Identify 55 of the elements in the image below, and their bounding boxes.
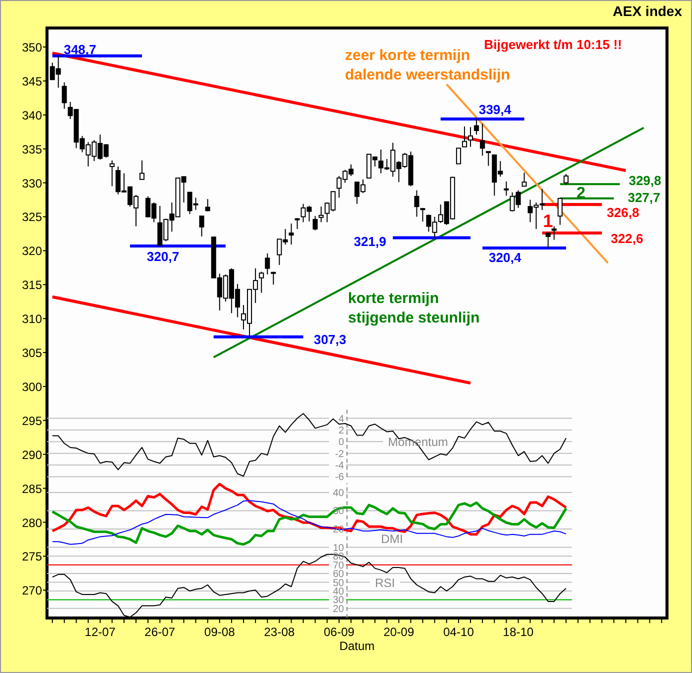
annotation: 321,9 (354, 234, 386, 249)
y-tick-label: 40 (332, 488, 344, 499)
y-tick-label: -6 (335, 472, 344, 484)
x-tick-label: 20-09 (383, 625, 414, 639)
annotation: 329,8 (628, 173, 662, 188)
chart-title: AEX index (612, 3, 682, 19)
y-tick-label: 40 (332, 586, 344, 598)
annotation: korte termijn stijgende steunlijn (348, 290, 480, 326)
text: RSI (374, 576, 396, 590)
y-tick-label: 280 (22, 516, 42, 530)
y-tick-label: -4 (335, 460, 344, 472)
y-tick-label: 285 (22, 482, 42, 496)
annotation: 348,7 (64, 42, 96, 57)
y-tick-label: 20 (332, 604, 344, 615)
y-tick-label: 340 (22, 108, 42, 122)
annotation: 327,7 (628, 190, 660, 205)
y-tick-label: 270 (22, 584, 42, 598)
y-tick-label: 50 (332, 578, 344, 589)
annotation: 326,8 (606, 205, 640, 220)
y-tick-label: 300 (22, 380, 42, 394)
annotation: 1 (542, 211, 554, 231)
y-tick-label: 2 (338, 425, 344, 436)
y-tick-label: 305 (22, 346, 42, 360)
x-tick-label: 12-07 (84, 625, 116, 639)
y-tick-label: 290 (22, 448, 42, 462)
x-tick-label: 26-07 (144, 625, 176, 639)
x-tick-label: 06-09 (324, 625, 355, 639)
y-tick-label: 350 (22, 40, 42, 55)
y-tick-label: 275 (22, 550, 42, 564)
x-tick-label: 23-08 (264, 625, 296, 639)
y-tick-label: -2 (335, 448, 344, 460)
text: DMI (381, 532, 403, 546)
y-tick-label: 60 (332, 569, 344, 580)
y-tick-label: 0 (338, 437, 344, 448)
x-tick-label: 09-08 (204, 625, 236, 639)
y-tick-label: 315 (22, 278, 42, 292)
x-tick-label: 18-10 (502, 625, 534, 639)
y-tick-label: 310 (22, 312, 42, 326)
y-tick-label: 70 (332, 560, 344, 572)
y-tick-label: 320 (22, 244, 42, 258)
annotation: 320,7 (146, 249, 180, 264)
y-tick-label: 295 (22, 414, 42, 428)
y-tick-label: 10 (332, 542, 344, 554)
annotation: 339,4 (478, 102, 512, 117)
annotation: 322,6 (610, 231, 644, 246)
y-tick-label: 345 (22, 74, 42, 88)
x-axis-title: Datum (339, 639, 375, 653)
y-tick-label: 325 (22, 210, 42, 224)
y-tick-label: 330 (22, 176, 42, 190)
y-tick-label: 30 (332, 595, 344, 606)
annotation: 307,3 (314, 332, 346, 347)
y-tick-label: 335 (22, 142, 42, 156)
annotation: 320,4 (488, 250, 522, 265)
x-tick-label: 04-10 (443, 625, 474, 639)
y-tick-label: 4 (338, 414, 344, 425)
